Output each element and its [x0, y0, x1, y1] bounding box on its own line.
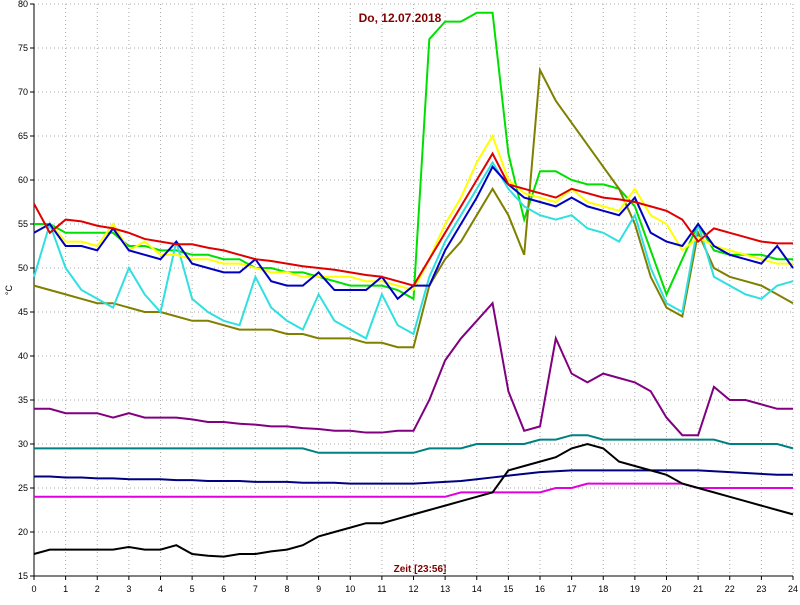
- series-line: [34, 482, 793, 498]
- y-axis-label: °C: [4, 284, 14, 295]
- series-line: [34, 11, 793, 301]
- x-tick-label: 6: [221, 584, 226, 594]
- x-tick-label: 7: [253, 584, 258, 594]
- chart-title: Do, 12.07.2018: [359, 11, 442, 25]
- x-tick-label: 23: [756, 584, 766, 594]
- x-tick-label: 16: [535, 584, 545, 594]
- y-tick-label: 35: [18, 395, 28, 405]
- x-tick-label: 24: [788, 584, 798, 594]
- series-line: [34, 469, 793, 485]
- x-tick-label: 11: [377, 584, 386, 594]
- x-tick-label: 18: [598, 584, 608, 594]
- series-line: [33, 133, 793, 292]
- x-tick-label: 2: [95, 584, 100, 594]
- y-tick-label: 15: [18, 571, 28, 581]
- x-tick-label: 4: [158, 584, 163, 594]
- y-tick-label: 45: [18, 307, 28, 317]
- x-tick-label: 10: [345, 584, 355, 594]
- y-tick-label: 80: [18, 0, 28, 9]
- y-tick-label: 55: [18, 219, 28, 229]
- series-line: [33, 160, 794, 340]
- y-tick-label: 60: [18, 175, 28, 185]
- series-line: [33, 151, 793, 287]
- y-tick-label: 65: [18, 131, 28, 141]
- x-tick-label: 0: [31, 584, 36, 594]
- y-tick-label: 40: [18, 351, 28, 361]
- y-tick-label: 25: [18, 483, 28, 493]
- series-line: [33, 442, 794, 558]
- y-tick-label: 70: [18, 87, 28, 97]
- x-tick-label: 12: [408, 584, 418, 594]
- y-tick-label: 75: [18, 43, 28, 53]
- x-tick-label: 20: [661, 584, 671, 594]
- x-tick-label: 19: [630, 584, 640, 594]
- y-tick-label: 50: [18, 263, 28, 273]
- series-line: [34, 301, 793, 437]
- y-tick-label: 30: [18, 439, 28, 449]
- y-tick-label: 20: [18, 527, 28, 537]
- x-tick-label: 9: [316, 584, 321, 594]
- x-tick-label: 8: [284, 584, 289, 594]
- x-tick-label: 5: [190, 584, 195, 594]
- series-line: [34, 434, 794, 454]
- x-axis-label: Zeit [23:56]: [394, 564, 447, 575]
- x-tick-label: 21: [693, 584, 703, 594]
- x-tick-label: 13: [440, 584, 450, 594]
- x-tick-label: 22: [725, 584, 735, 594]
- x-tick-label: 1: [63, 584, 68, 594]
- x-tick-label: 14: [472, 584, 482, 594]
- x-tick-label: 15: [503, 584, 513, 594]
- x-tick-label: 3: [126, 584, 131, 594]
- x-tick-label: 17: [567, 584, 577, 594]
